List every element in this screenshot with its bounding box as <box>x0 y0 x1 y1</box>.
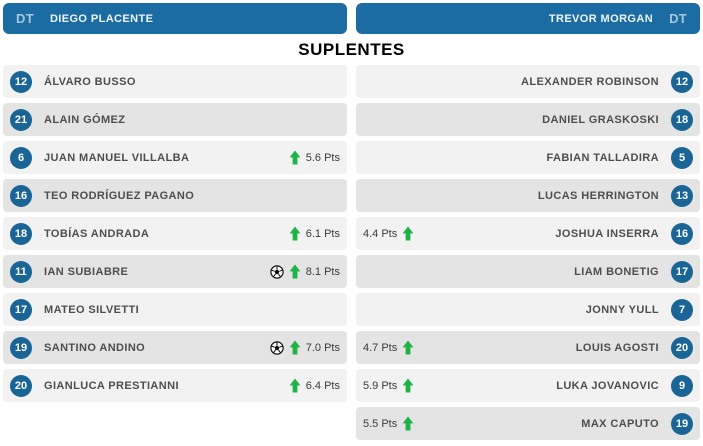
points-value: 6.4 Pts <box>305 379 340 392</box>
player-name: IAN SUBIABRE <box>44 265 129 278</box>
player-name: ALEXANDER ROBINSON <box>521 75 659 88</box>
player-name: JOSHUA INSERRA <box>555 227 659 240</box>
substitute-row[interactable]: 6 JUAN MANUEL VILLALBA 5.6 Pts <box>3 141 347 174</box>
player-number-badge: 16 <box>10 184 32 207</box>
points-value: 8.1 Pts <box>305 265 340 278</box>
substitute-row[interactable]: 16 TEO RODRÍGUEZ PAGANO <box>3 179 347 212</box>
player-name: ALAIN GÓMEZ <box>44 113 126 126</box>
points-value: 4.4 Pts <box>363 227 398 240</box>
substitute-row[interactable]: 12 ÁLVARO BUSSO <box>3 65 347 98</box>
points-group: 4.7 Pts <box>363 340 414 355</box>
up-arrow-icon <box>402 416 414 431</box>
player-name: TEO RODRÍGUEZ PAGANO <box>44 189 195 202</box>
home-coach-bar[interactable]: DT DIEGO PLACENTE <box>3 3 347 34</box>
player-number-badge: 20 <box>671 336 693 359</box>
home-coach-label: DT <box>16 11 34 26</box>
player-number-badge: 21 <box>10 108 32 131</box>
player-number-badge: 7 <box>671 298 693 321</box>
substitute-row[interactable]: 20 GIANLUCA PRESTIANNI 6.4 Pts <box>3 369 347 402</box>
home-coach-name: DIEGO PLACENTE <box>49 12 154 25</box>
player-number-badge: 5 <box>671 146 693 169</box>
substitutes-columns: 12 ÁLVARO BUSSO 21 ALAIN GÓMEZ 6 JUAN MANUEL … <box>0 65 703 440</box>
away-substitutes-list: ALEXANDER ROBINSON 12 DANIEL GRASKOSKI 18 FA… <box>356 65 700 440</box>
away-coach-label: DT <box>669 11 687 26</box>
player-name: GIANLUCA PRESTIANNI <box>44 379 179 392</box>
player-name: TOBÍAS ANDRADA <box>44 227 150 240</box>
substitute-row[interactable]: 18 TOBÍAS ANDRADA 6.1 Pts <box>3 217 347 250</box>
player-number-badge: 19 <box>10 336 32 359</box>
substitute-row[interactable]: 4.7 Pts LOUIS AGOSTI 20 <box>356 331 700 364</box>
up-arrow-icon <box>289 340 301 355</box>
player-name: ÁLVARO BUSSO <box>44 75 136 88</box>
substitute-row[interactable]: LIAM BONETIG 17 <box>356 255 700 288</box>
points-group: 6.1 Pts <box>289 226 340 241</box>
away-coach-name: TREVOR MORGAN <box>548 12 654 25</box>
up-arrow-icon <box>289 150 301 165</box>
substitute-row[interactable]: 21 ALAIN GÓMEZ <box>3 103 347 136</box>
substitute-row[interactable]: LUCAS HERRINGTON 13 <box>356 179 700 212</box>
goal-icon <box>270 340 284 355</box>
substitute-row[interactable]: 4.4 Pts JOSHUA INSERRA 16 <box>356 217 700 250</box>
player-number-badge: 13 <box>671 184 693 207</box>
points-group: 5.6 Pts <box>289 150 340 165</box>
player-number-badge: 6 <box>10 146 32 169</box>
player-number-badge: 20 <box>10 374 32 397</box>
substitute-row[interactable]: 5.5 Pts MAX CAPUTO 19 <box>356 407 700 440</box>
points-group: 5.9 Pts <box>363 378 414 393</box>
player-number-badge: 12 <box>10 70 32 93</box>
substitute-row[interactable]: 19 SANTINO ANDINO 7.0 Pts <box>3 331 347 364</box>
player-number-badge: 18 <box>671 108 693 131</box>
player-number-badge: 16 <box>671 222 693 245</box>
player-name: LIAM BONETIG <box>574 265 659 278</box>
substitute-row[interactable]: FABIAN TALLADIRA 5 <box>356 141 700 174</box>
substitute-row[interactable]: DANIEL GRASKOSKI 18 <box>356 103 700 136</box>
player-name: LOUIS AGOSTI <box>575 341 659 354</box>
up-arrow-icon <box>289 264 301 279</box>
points-value: 7.0 Pts <box>305 341 340 354</box>
substitute-row[interactable]: 5.9 Pts LUKA JOVANOVIC 9 <box>356 369 700 402</box>
points-value: 6.1 Pts <box>305 227 340 240</box>
player-name: JONNY YULL <box>585 303 659 316</box>
points-value: 5.6 Pts <box>305 151 340 164</box>
player-number-badge: 19 <box>671 412 693 435</box>
points-group: 7.0 Pts <box>270 340 340 355</box>
substitute-row[interactable]: JONNY YULL 7 <box>356 293 700 326</box>
player-name: LUCAS HERRINGTON <box>537 189 659 202</box>
points-group: 5.5 Pts <box>363 416 414 431</box>
player-number-badge: 17 <box>10 298 32 321</box>
up-arrow-icon <box>289 226 301 241</box>
up-arrow-icon <box>402 226 414 241</box>
section-title: SUPLENTES <box>298 40 405 59</box>
player-number-badge: 9 <box>671 374 693 397</box>
substitute-row[interactable]: ALEXANDER ROBINSON 12 <box>356 65 700 98</box>
up-arrow-icon <box>402 378 414 393</box>
substitute-row[interactable]: 17 MATEO SILVETTI <box>3 293 347 326</box>
up-arrow-icon <box>289 378 301 393</box>
player-name: MAX CAPUTO <box>581 417 659 430</box>
points-group: 4.4 Pts <box>363 226 414 241</box>
player-number-badge: 17 <box>671 260 693 283</box>
player-name: JUAN MANUEL VILLALBA <box>44 151 190 164</box>
away-coach-bar[interactable]: TREVOR MORGAN DT <box>356 3 700 34</box>
points-value: 5.9 Pts <box>363 379 398 392</box>
goal-icon <box>270 264 284 279</box>
points-group: 8.1 Pts <box>270 264 340 279</box>
home-substitutes-list: 12 ÁLVARO BUSSO 21 ALAIN GÓMEZ 6 JUAN MANUEL … <box>3 65 347 440</box>
points-value: 4.7 Pts <box>363 341 398 354</box>
substitute-row[interactable]: 11 IAN SUBIABRE 8.1 Pts <box>3 255 347 288</box>
player-name: DANIEL GRASKOSKI <box>542 113 659 126</box>
player-number-badge: 18 <box>10 222 32 245</box>
player-name: MATEO SILVETTI <box>44 303 140 316</box>
player-number-badge: 11 <box>10 260 32 283</box>
player-name: FABIAN TALLADIRA <box>546 151 659 164</box>
player-name: SANTINO ANDINO <box>44 341 146 354</box>
points-value: 5.5 Pts <box>363 417 398 430</box>
player-number-badge: 12 <box>671 70 693 93</box>
coach-header-row: DT DIEGO PLACENTE TREVOR MORGAN DT <box>0 0 703 34</box>
up-arrow-icon <box>402 340 414 355</box>
player-name: LUKA JOVANOVIC <box>556 379 659 392</box>
points-group: 6.4 Pts <box>289 378 340 393</box>
